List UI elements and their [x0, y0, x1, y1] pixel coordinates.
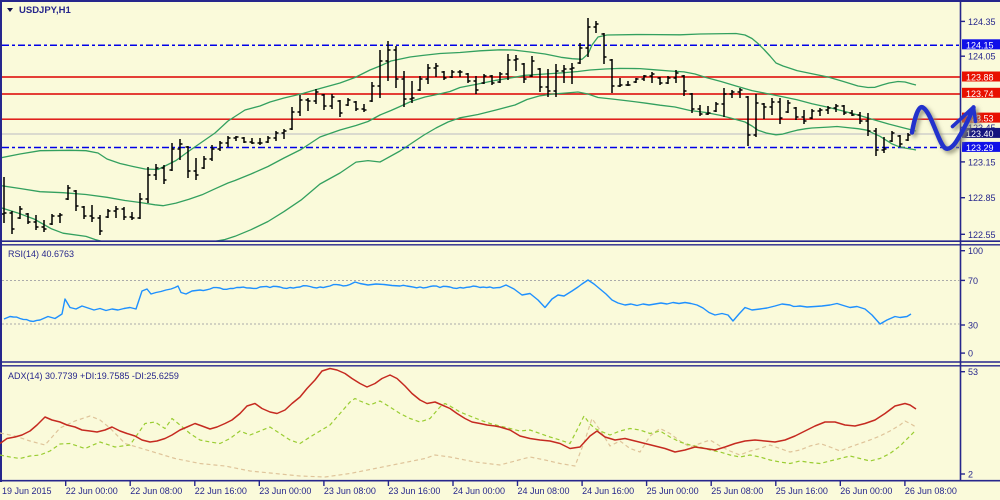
svg-text:23 Jun 16:00: 23 Jun 16:00 [388, 486, 440, 496]
svg-text:122.85: 122.85 [968, 193, 996, 203]
svg-text:53: 53 [968, 367, 978, 377]
svg-text:RSI(14) 40.6763: RSI(14) 40.6763 [8, 249, 74, 259]
svg-text:122.55: 122.55 [968, 230, 996, 240]
svg-text:123.88: 123.88 [966, 73, 994, 83]
svg-text:23 Jun 08:00: 23 Jun 08:00 [324, 486, 376, 496]
svg-text:2: 2 [968, 470, 973, 480]
svg-text:30: 30 [968, 321, 978, 331]
svg-text:22 Jun 08:00: 22 Jun 08:00 [130, 486, 182, 496]
svg-text:123.74: 123.74 [966, 89, 994, 99]
svg-text:26 Jun 00:00: 26 Jun 00:00 [840, 486, 892, 496]
svg-text:ADX(14) 30.7739 +DI:19.7585 -D: ADX(14) 30.7739 +DI:19.7585 -DI:25.6259 [8, 371, 179, 381]
svg-text:123.53: 123.53 [966, 114, 994, 124]
svg-text:USDJPY,H1: USDJPY,H1 [19, 5, 71, 16]
svg-text:24 Jun 08:00: 24 Jun 08:00 [518, 486, 570, 496]
svg-text:24 Jun 00:00: 24 Jun 00:00 [453, 486, 505, 496]
svg-text:124.05: 124.05 [968, 52, 996, 62]
svg-text:100: 100 [968, 246, 983, 256]
svg-text:25 Jun 16:00: 25 Jun 16:00 [776, 486, 828, 496]
svg-text:25 Jun 00:00: 25 Jun 00:00 [647, 486, 699, 496]
svg-text:123.29: 123.29 [966, 143, 994, 153]
svg-text:22 Jun 00:00: 22 Jun 00:00 [66, 486, 118, 496]
svg-text:23 Jun 00:00: 23 Jun 00:00 [259, 486, 311, 496]
svg-text:123.40: 123.40 [966, 129, 994, 139]
svg-text:22 Jun 16:00: 22 Jun 16:00 [195, 486, 247, 496]
svg-text:70: 70 [968, 276, 978, 286]
svg-text:124.15: 124.15 [966, 40, 994, 50]
svg-text:24 Jun 16:00: 24 Jun 16:00 [582, 486, 634, 496]
svg-text:123.15: 123.15 [968, 157, 996, 167]
svg-text:19 Jun 2015: 19 Jun 2015 [2, 486, 52, 496]
svg-text:123.45: 123.45 [968, 123, 996, 133]
svg-text:25 Jun 08:00: 25 Jun 08:00 [711, 486, 763, 496]
svg-text:0: 0 [968, 349, 973, 359]
svg-text:26 Jun 08:00: 26 Jun 08:00 [905, 486, 957, 496]
svg-text:124.35: 124.35 [968, 17, 996, 27]
